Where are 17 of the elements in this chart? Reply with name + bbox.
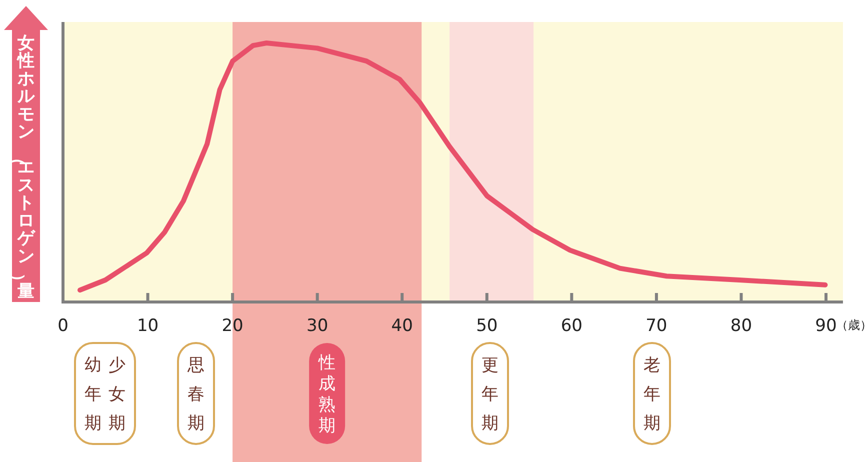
- x-tick-label: 80: [730, 316, 752, 336]
- annotation: 老年期: [644, 355, 660, 434]
- annotation: 性成熟期: [318, 352, 336, 436]
- x-tick-label: 10: [136, 316, 159, 336]
- x-axis-title: （歳）: [836, 318, 868, 332]
- x-tick-label: 70: [646, 316, 668, 336]
- x-tick-label: 30: [306, 316, 328, 336]
- annotation: 少女期: [108, 355, 126, 434]
- x-tick-label: 0: [58, 316, 68, 336]
- annotation: 更年期: [482, 355, 498, 434]
- x-tick-label: 50: [476, 316, 498, 336]
- x-tick-label: 40: [391, 316, 413, 336]
- x-tick-label: 20: [222, 316, 244, 336]
- annotation: 幼年期: [84, 355, 102, 434]
- x-tick-label: 60: [560, 316, 582, 336]
- x-tick-label: 90: [815, 316, 837, 336]
- annotation: 思春期: [188, 355, 204, 434]
